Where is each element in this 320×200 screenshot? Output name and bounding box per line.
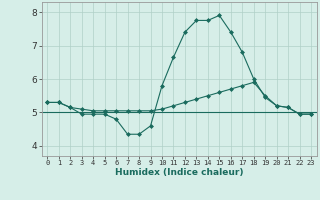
X-axis label: Humidex (Indice chaleur): Humidex (Indice chaleur): [115, 168, 244, 177]
